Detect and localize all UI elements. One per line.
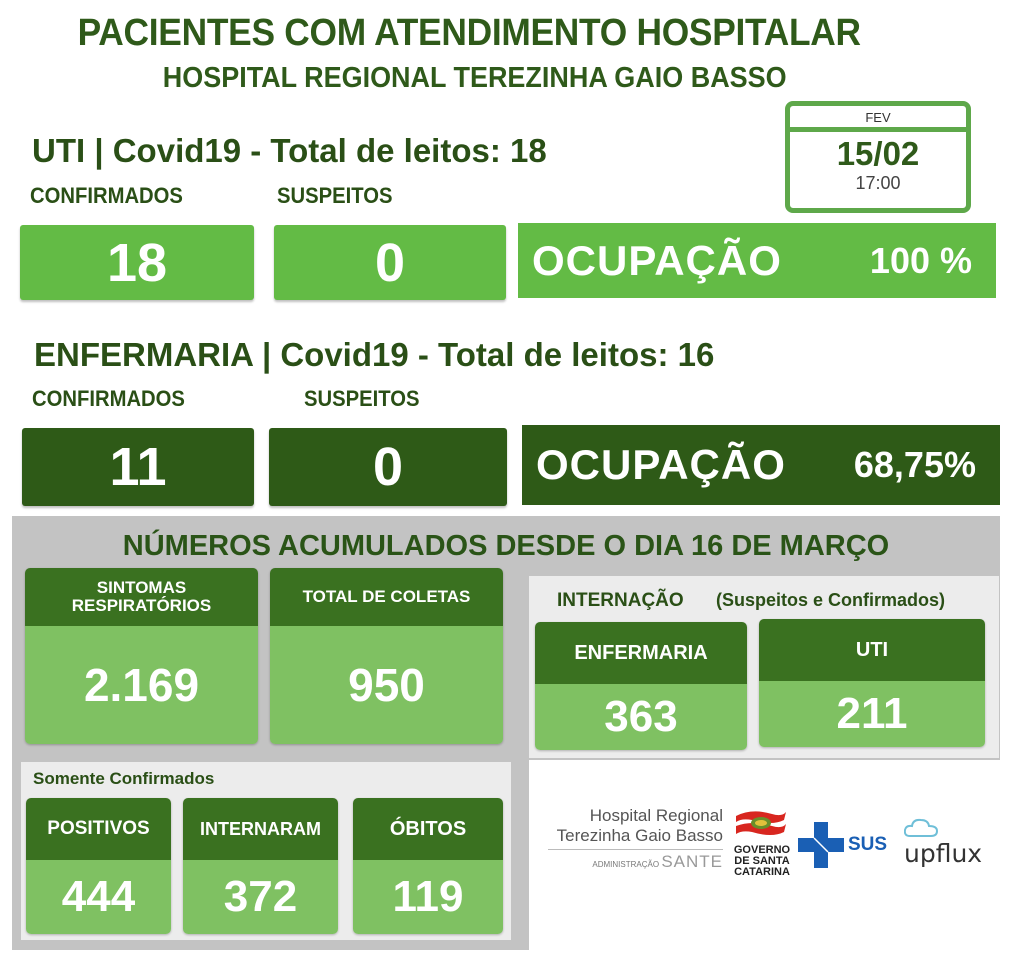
sus-cross-icon (798, 822, 844, 868)
positives-label: POSITIVOS (26, 798, 171, 860)
uti-confirmed-value: 18 (20, 225, 254, 300)
sponsor-logos: Hospital Regional Terezinha Gaio Basso A… (548, 800, 998, 884)
uti-suspected-label: SUSPEITOS (277, 183, 393, 208)
hospital-name: HOSPITAL REGIONAL TEREZINHA GAIO BASSO (162, 62, 787, 94)
date-day: 15/02 (836, 135, 920, 172)
confirmed-only-panel: Somente Confirmados POSITIVOS 444 INTERN… (21, 762, 511, 940)
santa-catarina-flag-icon (736, 811, 786, 835)
symptoms-label: SINTOMAS RESPIRATÓRIOS (25, 568, 258, 626)
ward-confirmed-value: 11 (22, 428, 254, 506)
deaths-label: ÓBITOS (353, 798, 503, 860)
hospitalization-panel: INTERNAÇÃO (Suspeitos e Confirmados) ENF… (529, 576, 999, 758)
hospitalization-note: (Suspeitos e Confirmados) (716, 590, 946, 610)
hospitalization-icu-card: UTI 211 (759, 619, 985, 747)
collections-card: TOTAL DE COLETAS 950 (270, 568, 503, 744)
santa-catarina-logo: GOVERNO DE SANTA CATARINA (732, 808, 792, 878)
accumulated-title: NÚMEROS ACUMULADOS DESDE O DIA 16 DE MAR… (122, 530, 890, 562)
sus-logo: SUS (798, 822, 887, 868)
hospitalization-ward-value: 363 (535, 684, 747, 750)
collections-value: 950 (270, 626, 503, 744)
hospitalized-label: INTERNARAM (183, 798, 338, 860)
ward-suspected-value: 0 (269, 428, 507, 506)
deaths-card: ÓBITOS 119 (353, 798, 503, 934)
upflux-logo: upflux (903, 818, 982, 868)
symptoms-value: 2.169 (25, 626, 258, 744)
deaths-value: 119 (353, 860, 503, 934)
ward-occupancy-label: OCUPAÇÃO (536, 441, 786, 488)
hospitalization-icu-value: 211 (759, 681, 985, 747)
accumulated-panel (12, 516, 1000, 576)
hospitalized-card: INTERNARAM 372 (183, 798, 338, 934)
hospitalization-label: INTERNAÇÃO (557, 590, 684, 611)
uti-confirmed-label: CONFIRMADOS (30, 183, 183, 208)
date-time: 17:00 (855, 173, 901, 193)
hospitalized-value: 372 (183, 860, 338, 934)
uti-occupancy: OCUPAÇÃO 100 % (518, 223, 996, 298)
hospitalization-ward-label: ENFERMARIA (535, 622, 747, 684)
ward-occupancy-value: 68,75% (853, 444, 976, 485)
date-badge: FEV 15/02 17:00 (785, 101, 971, 213)
page-title: PACIENTES COM ATENDIMENTO HOSPITALAR (77, 12, 861, 54)
hospitalization-ward-card: ENFERMARIA 363 (535, 622, 747, 750)
positives-value: 444 (26, 860, 171, 934)
confirmed-only-label: Somente Confirmados (33, 769, 215, 788)
uti-occupancy-label: OCUPAÇÃO (532, 236, 782, 284)
cloud-icon (903, 818, 939, 837)
collections-label: TOTAL DE COLETAS (270, 568, 503, 626)
date-month: FEV (790, 106, 966, 132)
ward-suspected-label: SUSPEITOS (304, 386, 420, 411)
ward-confirmed-label: CONFIRMADOS (32, 386, 185, 411)
ward-occupancy: OCUPAÇÃO 68,75% (522, 425, 1000, 505)
uti-occupancy-value: 100 % (869, 239, 972, 281)
uti-suspected-value: 0 (274, 225, 506, 300)
ward-section-title: ENFERMARIA | Covid19 - Total de leitos: … (34, 336, 715, 373)
hospitalization-icu-label: UTI (759, 619, 985, 681)
hospital-logo: Hospital Regional Terezinha Gaio Basso A… (548, 806, 723, 875)
symptoms-card: SINTOMAS RESPIRATÓRIOS 2.169 (25, 568, 258, 744)
uti-section-title: UTI | Covid19 - Total de leitos: 18 (32, 132, 547, 169)
positives-card: POSITIVOS 444 (26, 798, 171, 934)
